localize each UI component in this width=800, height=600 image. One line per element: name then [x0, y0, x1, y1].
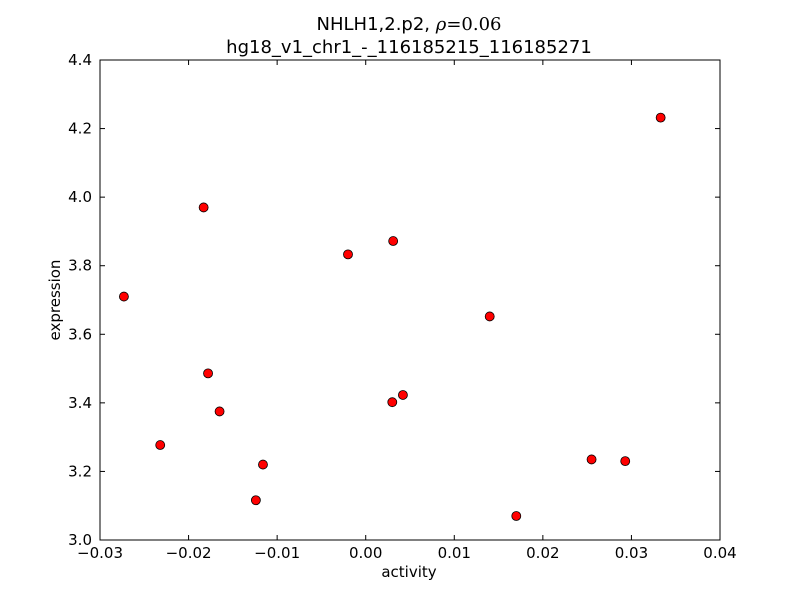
x-tick-label: 0.01 — [438, 544, 471, 562]
chart-subtitle: hg18_v1_chr1_-_116185215_116185271 — [226, 37, 592, 58]
x-tick-label: 0.03 — [615, 544, 648, 562]
data-point — [388, 236, 399, 246]
chart-title-rho-value: =0.06 — [446, 14, 501, 35]
data-point — [155, 440, 166, 450]
data-point — [655, 112, 666, 123]
y-tick-label: 3.8 — [68, 257, 92, 275]
chart-title-rho-symbol: ρ — [435, 14, 447, 35]
data-point — [484, 311, 495, 322]
x-tick-label: 0.02 — [526, 544, 559, 562]
y-axis-ticks: 3.0 3.2 3.4 3.6 3.8 4.0 4.2 4.4 — [68, 51, 720, 549]
y-tick-label: 3.4 — [68, 394, 92, 412]
y-tick-label: 4.4 — [68, 51, 92, 69]
x-tick-label: 0.00 — [349, 544, 382, 562]
y-tick-label: 4.0 — [68, 188, 92, 206]
data-point — [258, 459, 268, 470]
data-point — [203, 368, 213, 379]
data-point — [119, 291, 129, 302]
data-point — [214, 406, 225, 417]
y-tick-label: 3.0 — [68, 531, 92, 549]
x-tick-label: −0.02 — [166, 544, 212, 562]
x-tick-label: −0.01 — [254, 544, 300, 562]
x-tick-label: 0.04 — [703, 544, 736, 562]
data-point — [398, 390, 408, 400]
y-tick-label: 3.6 — [68, 325, 92, 343]
x-axis-label: activity — [381, 563, 436, 581]
data-point — [343, 249, 353, 260]
chart-title-text: NHLH1,2.p2, — [317, 14, 436, 35]
data-point — [620, 456, 631, 467]
x-tick-label: −0.03 — [77, 544, 123, 562]
data-point — [387, 397, 398, 408]
y-tick-label: 3.2 — [68, 462, 92, 480]
data-points — [119, 112, 666, 521]
y-tick-label: 4.2 — [68, 120, 92, 138]
chart-title: NHLH1,2.p2, ρ=0.06 — [317, 14, 502, 35]
y-axis-label: expression — [46, 260, 64, 341]
data-point — [198, 202, 209, 213]
data-point — [250, 495, 261, 506]
plot-frame — [99, 59, 721, 541]
data-point — [511, 511, 522, 521]
x-axis-ticks: −0.03 −0.02 −0.01 0.00 0.01 0.02 0.03 0.04 — [77, 60, 737, 562]
data-point — [586, 454, 597, 465]
